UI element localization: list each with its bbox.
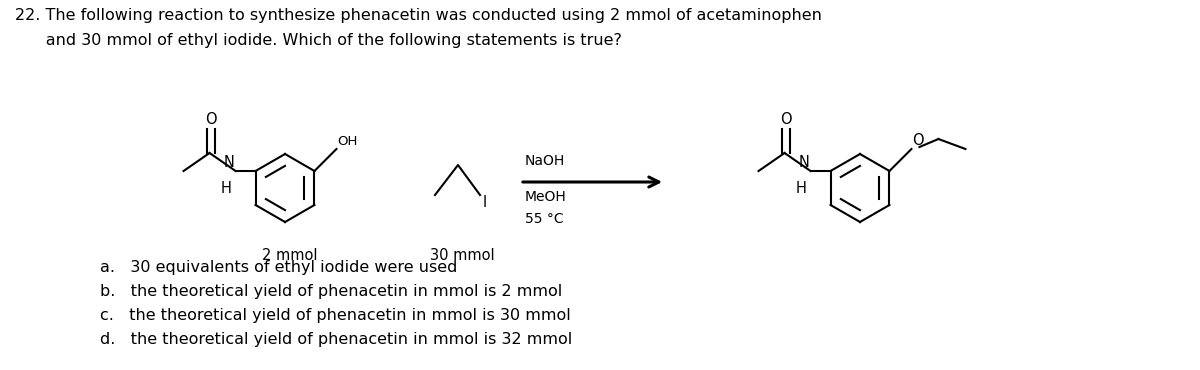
Text: 30 mmol: 30 mmol — [430, 248, 494, 263]
Text: b.   the theoretical yield of phenacetin in mmol is 2 mmol: b. the theoretical yield of phenacetin i… — [100, 284, 563, 299]
Text: O: O — [205, 112, 216, 127]
Text: 55 °C: 55 °C — [526, 212, 564, 226]
Text: I: I — [482, 195, 487, 210]
Text: H: H — [221, 181, 232, 196]
Text: O: O — [780, 112, 791, 127]
Text: N: N — [223, 155, 234, 170]
Text: d.   the theoretical yield of phenacetin in mmol is 32 mmol: d. the theoretical yield of phenacetin i… — [100, 332, 572, 347]
Text: O: O — [912, 133, 924, 148]
Text: a.   30 equivalents of ethyl iodide were used: a. 30 equivalents of ethyl iodide were u… — [100, 260, 457, 275]
Text: OH: OH — [337, 135, 358, 148]
Text: 2 mmol: 2 mmol — [263, 248, 318, 263]
Text: c.   the theoretical yield of phenacetin in mmol is 30 mmol: c. the theoretical yield of phenacetin i… — [100, 308, 571, 323]
Text: MeOH: MeOH — [526, 190, 566, 204]
Text: NaOH: NaOH — [526, 154, 565, 168]
Text: H: H — [796, 181, 806, 196]
Text: N: N — [799, 155, 810, 170]
Text: and 30 mmol of ethyl iodide. Which of the following statements is true?: and 30 mmol of ethyl iodide. Which of th… — [14, 33, 622, 48]
Text: 22. The following reaction to synthesize phenacetin was conducted using 2 mmol o: 22. The following reaction to synthesize… — [14, 8, 822, 23]
